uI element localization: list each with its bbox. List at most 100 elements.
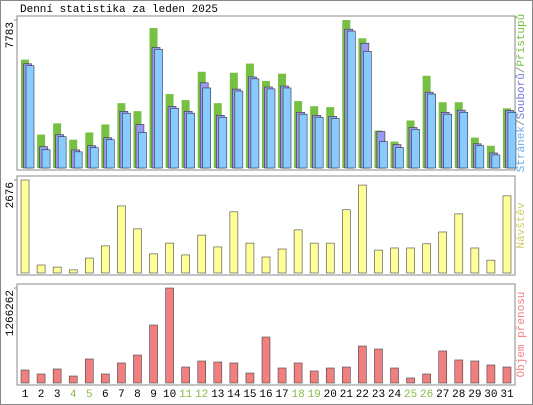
bar <box>374 348 383 384</box>
x-tick-label: 20 <box>324 389 337 401</box>
legend: Návštěv <box>516 202 528 249</box>
x-tick-label: 24 <box>388 389 402 401</box>
bar <box>20 179 30 274</box>
bar <box>133 354 142 384</box>
bar <box>427 93 436 169</box>
panel <box>16 175 516 276</box>
bar <box>245 242 255 274</box>
bar <box>122 112 131 169</box>
x-tick-label: 21 <box>340 389 354 401</box>
legend: Objem přenosu <box>516 292 528 378</box>
x-tick-label: 14 <box>227 389 241 401</box>
bar <box>406 377 415 384</box>
x-tick-label: 7 <box>118 389 125 401</box>
x-tick-label: 31 <box>500 389 514 401</box>
bar <box>438 231 448 274</box>
bar <box>314 116 324 169</box>
bar <box>138 132 147 169</box>
bar <box>202 87 212 169</box>
bar <box>470 247 480 274</box>
bar <box>266 88 276 169</box>
bar <box>325 242 335 274</box>
bar <box>261 336 271 384</box>
bar <box>395 147 404 169</box>
bar <box>245 372 255 384</box>
x-tick-label: 27 <box>436 389 449 401</box>
bar <box>229 211 239 274</box>
bar <box>52 368 62 384</box>
bar <box>330 118 340 169</box>
x-tick-label: 15 <box>243 389 256 401</box>
bar <box>282 87 292 169</box>
bar <box>293 362 303 384</box>
bar <box>218 116 228 169</box>
y-tick-label: 7783 <box>5 22 17 48</box>
x-tick-label: 12 <box>195 389 208 401</box>
legend-entry: Objem přenosu <box>516 292 528 378</box>
bar <box>84 257 94 274</box>
bar <box>346 30 356 169</box>
x-tick-label: 5 <box>86 389 93 401</box>
bar <box>117 205 126 274</box>
bar <box>149 324 158 384</box>
x-tick-label: 30 <box>484 389 497 401</box>
bar <box>181 254 190 274</box>
x-tick-label: 18 <box>292 389 305 401</box>
bar <box>234 90 244 169</box>
bar <box>197 234 207 274</box>
legend: Stránek/Souborů/Přístupů <box>515 14 528 172</box>
bar <box>101 245 110 274</box>
bar <box>363 51 372 169</box>
bar <box>25 65 35 169</box>
bar <box>186 112 195 169</box>
bar <box>325 367 335 384</box>
x-tick-label: 13 <box>211 389 224 401</box>
bar <box>133 228 142 274</box>
legend-entry: Souborů <box>515 73 528 119</box>
x-tick-label: 25 <box>404 389 417 401</box>
bar <box>293 229 303 274</box>
bar <box>411 129 420 169</box>
x-tick-label: 3 <box>54 389 61 401</box>
bar <box>438 350 448 384</box>
legend-entry: Přístupů <box>515 14 528 67</box>
bar <box>277 367 287 384</box>
bar <box>36 264 46 274</box>
bar <box>261 256 271 274</box>
x-tick-label: 23 <box>372 389 385 401</box>
bar <box>181 366 190 384</box>
bar <box>154 49 163 169</box>
panel <box>16 283 516 386</box>
y-tick-label: 1266262 <box>5 290 17 336</box>
x-tick-label: 22 <box>356 389 369 401</box>
x-tick-label: 2 <box>38 389 45 401</box>
x-tick-label: 26 <box>420 389 433 401</box>
x-tick-label: 9 <box>150 389 157 401</box>
bar <box>358 184 367 274</box>
x-tick-label: 19 <box>308 389 321 401</box>
bar <box>443 113 452 169</box>
bar <box>73 151 83 169</box>
x-tick-label: 11 <box>179 389 193 401</box>
bar <box>406 247 415 274</box>
bar <box>502 366 512 384</box>
bar <box>68 269 78 274</box>
bar <box>502 195 512 274</box>
panel <box>16 15 516 171</box>
bar <box>507 111 517 169</box>
bar <box>298 113 308 169</box>
bar <box>390 367 399 384</box>
y-tick-label: 2676 <box>5 182 17 208</box>
bar <box>89 147 99 169</box>
bar <box>165 287 174 384</box>
bar <box>277 248 287 274</box>
legend-entry: Stránek <box>516 126 528 173</box>
bar <box>486 259 496 274</box>
chart-title: Denní statistika za leden 2025 <box>20 4 218 16</box>
bar <box>470 360 480 384</box>
x-tick-label: 29 <box>468 389 481 401</box>
bar <box>149 253 158 274</box>
bar <box>422 373 431 384</box>
x-tick-label: 1 <box>22 389 29 401</box>
